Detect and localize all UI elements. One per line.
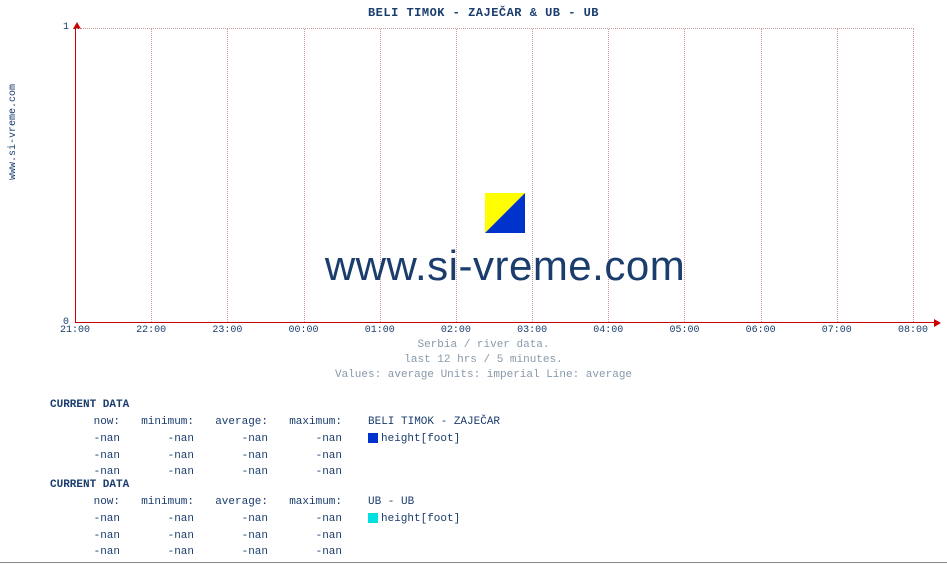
subtitle-line: Serbia / river data. [20,338,947,353]
chart-subtitle: Serbia / river data.last 12 hrs / 5 minu… [20,338,947,383]
table-row: -nan-nan-nan-nan [52,545,464,560]
logo-icon [485,193,525,233]
grid-v-line [380,29,381,322]
table-row: -nan-nan-nan-nanheight[foot] [52,432,504,447]
watermark: www.si-vreme.com [75,193,935,290]
watermark-text: www.si-vreme.com [75,242,935,290]
measure-cell: height[foot] [348,512,464,527]
table-cell: -nan [274,432,346,447]
table-cell: -nan [126,449,198,464]
section-title: CURRENT DATA [50,478,466,493]
y-axis [75,28,76,323]
measure-label: height[foot] [381,513,460,525]
table-cell: -nan [126,529,198,544]
measure-cell: height[foot] [348,432,504,447]
data-table: now:minimum:average:maximum:BELI TIMOK -… [50,413,506,482]
grid-v-line [761,29,762,322]
table-cell: -nan [200,449,272,464]
table-cell: -nan [200,545,272,560]
grid-v-line [913,29,914,322]
subtitle-line: Values: average Units: imperial Line: av… [20,368,947,383]
table-cell: -nan [126,545,198,560]
column-header: now: [52,495,124,510]
table-row: -nan-nan-nan-nan [52,529,464,544]
x-tick-label: 04:00 [593,325,623,336]
grid-v-line [837,29,838,322]
data-table: now:minimum:average:maximum:UB - UB-nan-… [50,493,466,562]
grid-v-line [684,29,685,322]
table-cell: -nan [274,529,346,544]
x-tick-label: 06:00 [746,325,776,336]
x-tick-label: 22:00 [136,325,166,336]
column-header: minimum: [126,495,198,510]
chart-title: BELI TIMOK - ZAJEČAR & UB - UB [20,6,947,20]
grid-v-line [227,29,228,322]
column-header: maximum: [274,415,346,430]
plot-area: www.si-vreme.com 0121:0022:0023:0000:000… [75,28,935,323]
table-cell: -nan [52,449,124,464]
x-tick-label: 08:00 [898,325,928,336]
x-tick-label: 23:00 [212,325,242,336]
series-swatch-icon [368,513,378,523]
table-row: -nan-nan-nan-nanheight[foot] [52,512,464,527]
grid-v-line [151,29,152,322]
y-tick-label: 1 [49,22,69,33]
chart-container: BELI TIMOK - ZAJEČAR & UB - UB www.si-vr… [20,0,947,564]
grid-v-line [532,29,533,322]
column-header: average: [200,415,272,430]
x-tick-label: 01:00 [365,325,395,336]
table-cell: -nan [126,512,198,527]
table-cell: -nan [200,432,272,447]
column-header: average: [200,495,272,510]
section-title: CURRENT DATA [50,398,506,413]
table-cell: -nan [274,545,346,560]
table-cell: -nan [126,432,198,447]
x-tick-label: 05:00 [669,325,699,336]
grid-v-line [608,29,609,322]
x-tick-label: 21:00 [60,325,90,336]
table-cell: -nan [52,545,124,560]
x-tick-label: 07:00 [822,325,852,336]
column-header: now: [52,415,124,430]
column-header: maximum: [274,495,346,510]
table-cell: -nan [52,529,124,544]
x-axis-arrow-icon [934,319,941,327]
measure-label: height[foot] [381,433,460,445]
table-cell: -nan [52,512,124,527]
x-tick-label: 02:00 [441,325,471,336]
grid-h-line [76,28,914,29]
grid-v-line [304,29,305,322]
table-row: -nan-nan-nan-nan [52,449,504,464]
station-name: BELI TIMOK - ZAJEČAR [348,415,504,430]
column-header: minimum: [126,415,198,430]
x-tick-label: 03:00 [517,325,547,336]
x-tick-label: 00:00 [289,325,319,336]
footer-border [0,562,947,563]
table-cell: -nan [274,449,346,464]
grid-v-line [456,29,457,322]
current-data-section-1: CURRENT DATAnow:minimum:average:maximum:… [50,398,506,482]
table-cell: -nan [200,512,272,527]
table-cell: -nan [274,512,346,527]
table-cell: -nan [52,432,124,447]
table-cell: -nan [200,529,272,544]
source-side-label: www.si-vreme.com [8,84,19,180]
subtitle-line: last 12 hrs / 5 minutes. [20,353,947,368]
series-swatch-icon [368,433,378,443]
current-data-section-2: CURRENT DATAnow:minimum:average:maximum:… [50,478,466,562]
x-axis [75,322,935,323]
station-name: UB - UB [348,495,464,510]
